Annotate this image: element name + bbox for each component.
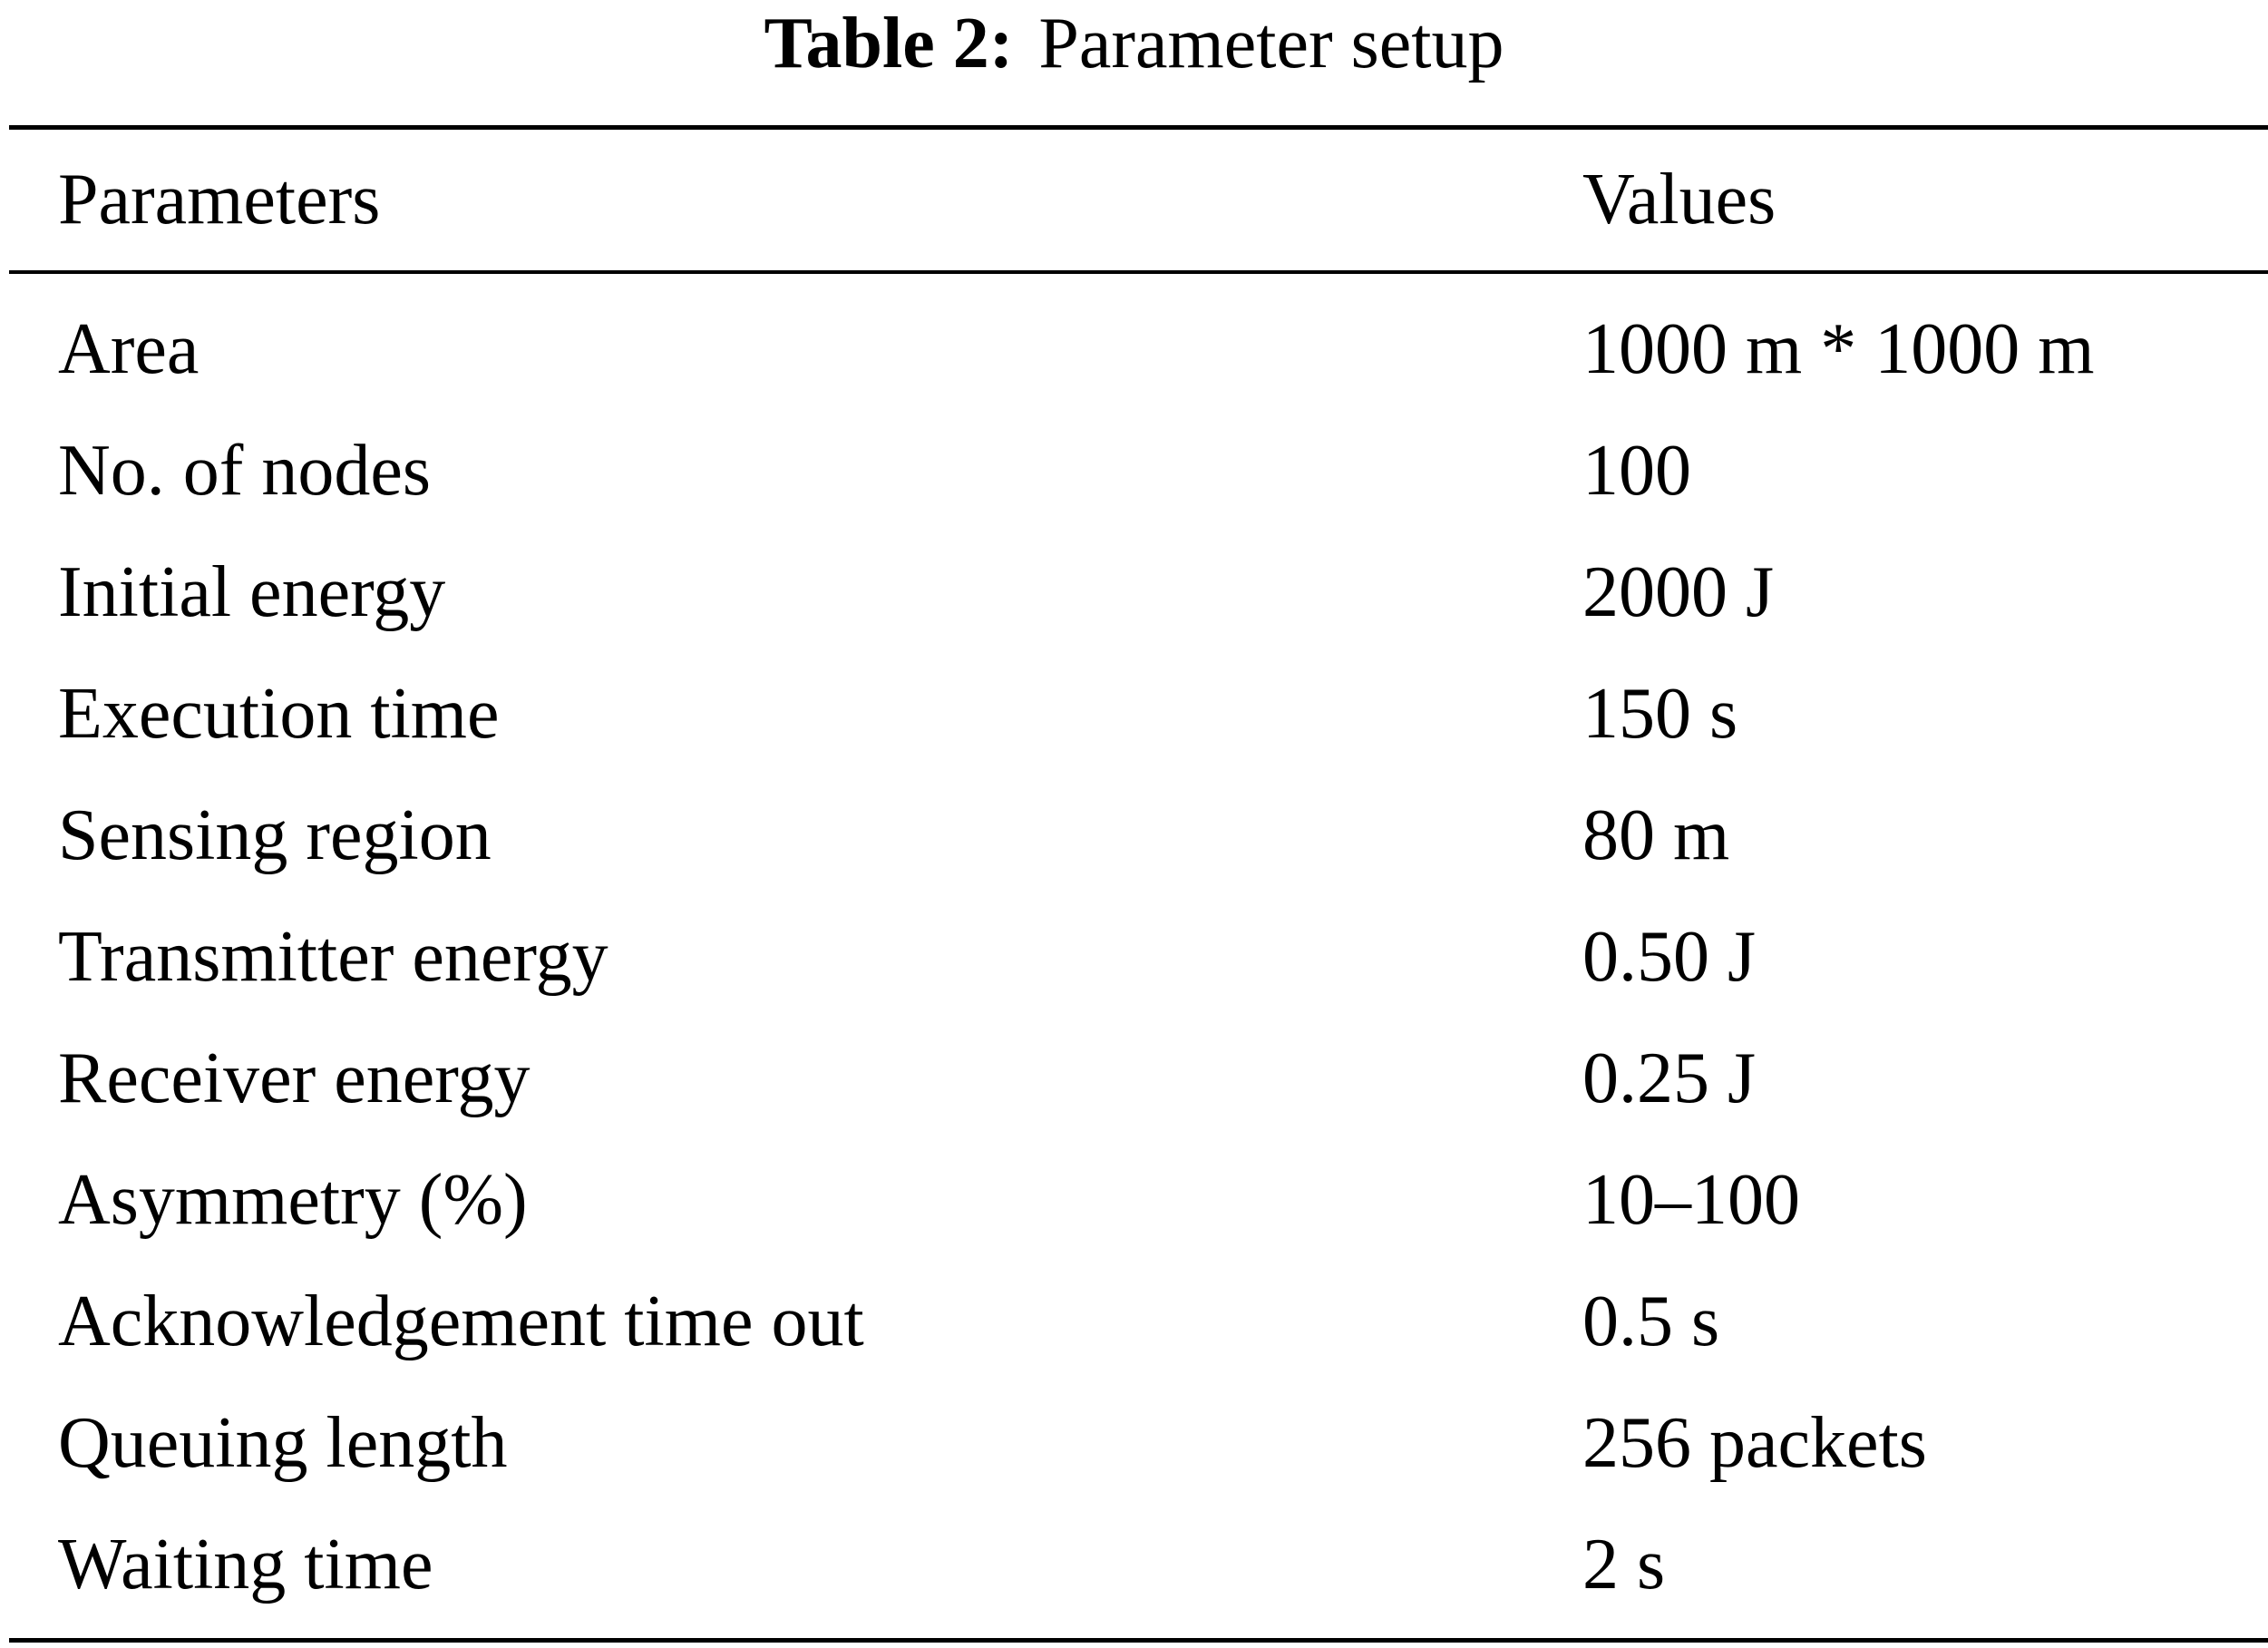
value-cell: 150 s — [1582, 674, 1738, 754]
value-cell: 0.50 J — [1582, 917, 1757, 997]
table-caption-label: Table 2: — [764, 4, 1014, 83]
value-cell: 10–100 — [1582, 1160, 1800, 1240]
table-row: Waiting time 2 s — [0, 1504, 2268, 1625]
table-row: Sensing region 80 m — [0, 775, 2268, 896]
table-header-rule — [9, 270, 2268, 274]
table-row: Initial energy 2000 J — [0, 531, 2268, 653]
table-row: Area 1000 m * 1000 m — [0, 288, 2268, 410]
value-cell: 0.25 J — [1582, 1039, 1757, 1118]
table-row: Acknowledgement time out 0.5 s — [0, 1261, 2268, 1382]
table-top-rule — [9, 125, 2268, 130]
table-row: Queuing length 256 packets — [0, 1382, 2268, 1504]
parameter-cell: No. of nodes — [58, 431, 432, 511]
table-bottom-rule — [9, 1638, 2268, 1643]
parameter-cell: Area — [58, 309, 200, 389]
table-row: Asymmetry (%) 10–100 — [0, 1139, 2268, 1261]
value-cell: 0.5 s — [1582, 1282, 1720, 1361]
parameter-cell: Acknowledgement time out — [58, 1282, 864, 1361]
table-caption: Table 2: Parameter setup — [0, 0, 2268, 91]
table-row: No. of nodes 100 — [0, 410, 2268, 531]
value-cell: 256 packets — [1582, 1403, 1927, 1483]
table-row: Transmitter energy 0.50 J — [0, 896, 2268, 1018]
parameter-cell: Initial energy — [58, 552, 446, 632]
value-cell: 100 — [1582, 431, 1691, 511]
value-cell: 2000 J — [1582, 552, 1775, 632]
table-caption-title: Parameter setup — [1038, 4, 1504, 83]
parameter-cell: Queuing length — [58, 1403, 508, 1483]
parameter-cell: Sensing region — [58, 795, 492, 875]
parameter-cell: Waiting time — [58, 1525, 433, 1604]
header-parameters: Parameters — [58, 160, 381, 239]
parameter-cell: Transmitter energy — [58, 917, 608, 997]
value-cell: 80 m — [1582, 795, 1730, 875]
table-row: Receiver energy 0.25 J — [0, 1018, 2268, 1139]
parameter-cell: Receiver energy — [58, 1039, 530, 1118]
parameter-cell: Asymmetry (%) — [58, 1160, 528, 1240]
table-row: Execution time 150 s — [0, 653, 2268, 775]
value-cell: 1000 m * 1000 m — [1582, 309, 2095, 389]
table-header-row: Parameters Values — [0, 139, 2268, 260]
value-cell: 2 s — [1582, 1525, 1666, 1604]
header-values: Values — [1582, 160, 1776, 239]
parameter-cell: Execution time — [58, 674, 500, 754]
